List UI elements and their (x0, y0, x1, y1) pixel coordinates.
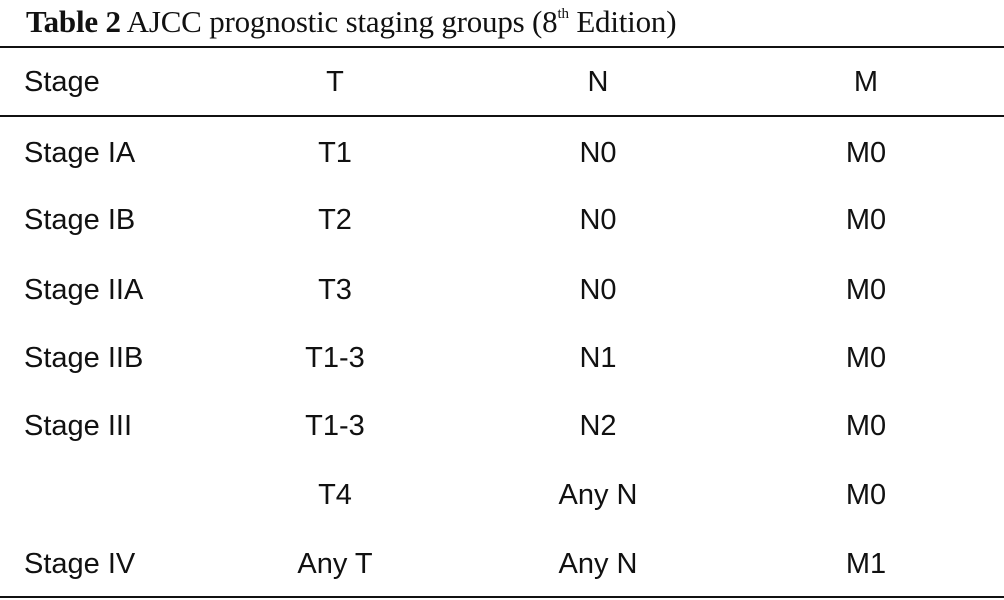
cell-n: Any N (558, 479, 638, 511)
cell-t: T2 (318, 204, 352, 236)
cell-t: T3 (318, 274, 352, 306)
cell-m: M0 (845, 479, 887, 511)
cell-m: M0 (845, 204, 887, 236)
cell-stage: Stage III (24, 410, 133, 442)
cell-m: M0 (845, 342, 887, 374)
table-bottom-rule (0, 596, 1004, 598)
table-label: Table 2 (26, 4, 121, 39)
table-title-suffix: Edition) (568, 4, 677, 39)
cell-t: T1-3 (305, 410, 365, 442)
cell-n: N2 (579, 410, 617, 442)
cell-n: N1 (579, 342, 617, 374)
cell-n: Any N (558, 548, 638, 580)
cell-n: N0 (579, 137, 617, 169)
cell-stage: Stage IIB (24, 342, 144, 374)
table-header-rule (0, 115, 1004, 117)
cell-t: T1-3 (305, 342, 365, 374)
cell-t: Any T (297, 548, 373, 580)
cell-n: N0 (579, 204, 617, 236)
cell-m: M0 (845, 137, 887, 169)
table-top-rule (0, 46, 1004, 48)
cell-stage: Stage IIA (24, 274, 144, 306)
table-caption: Table 2 AJCC prognostic staging groups (… (26, 2, 677, 42)
header-n: N (587, 66, 609, 98)
edition-superscript: th (557, 6, 569, 22)
cell-n: N0 (579, 274, 617, 306)
cell-stage: Stage IV (24, 548, 136, 580)
header-t: T (326, 66, 344, 98)
cell-t: T1 (318, 137, 352, 169)
cell-m: M0 (845, 274, 887, 306)
cell-stage: Stage IB (24, 204, 136, 236)
cell-stage: Stage IA (24, 137, 136, 169)
cell-m: M0 (845, 410, 887, 442)
cell-t: T4 (318, 479, 352, 511)
header-stage: Stage (24, 66, 100, 98)
cell-m: M1 (845, 548, 887, 580)
table-title: AJCC prognostic staging groups (8th Edit… (127, 4, 677, 39)
header-m: M (853, 66, 879, 98)
table-title-text: AJCC prognostic staging groups (8 (126, 4, 558, 39)
